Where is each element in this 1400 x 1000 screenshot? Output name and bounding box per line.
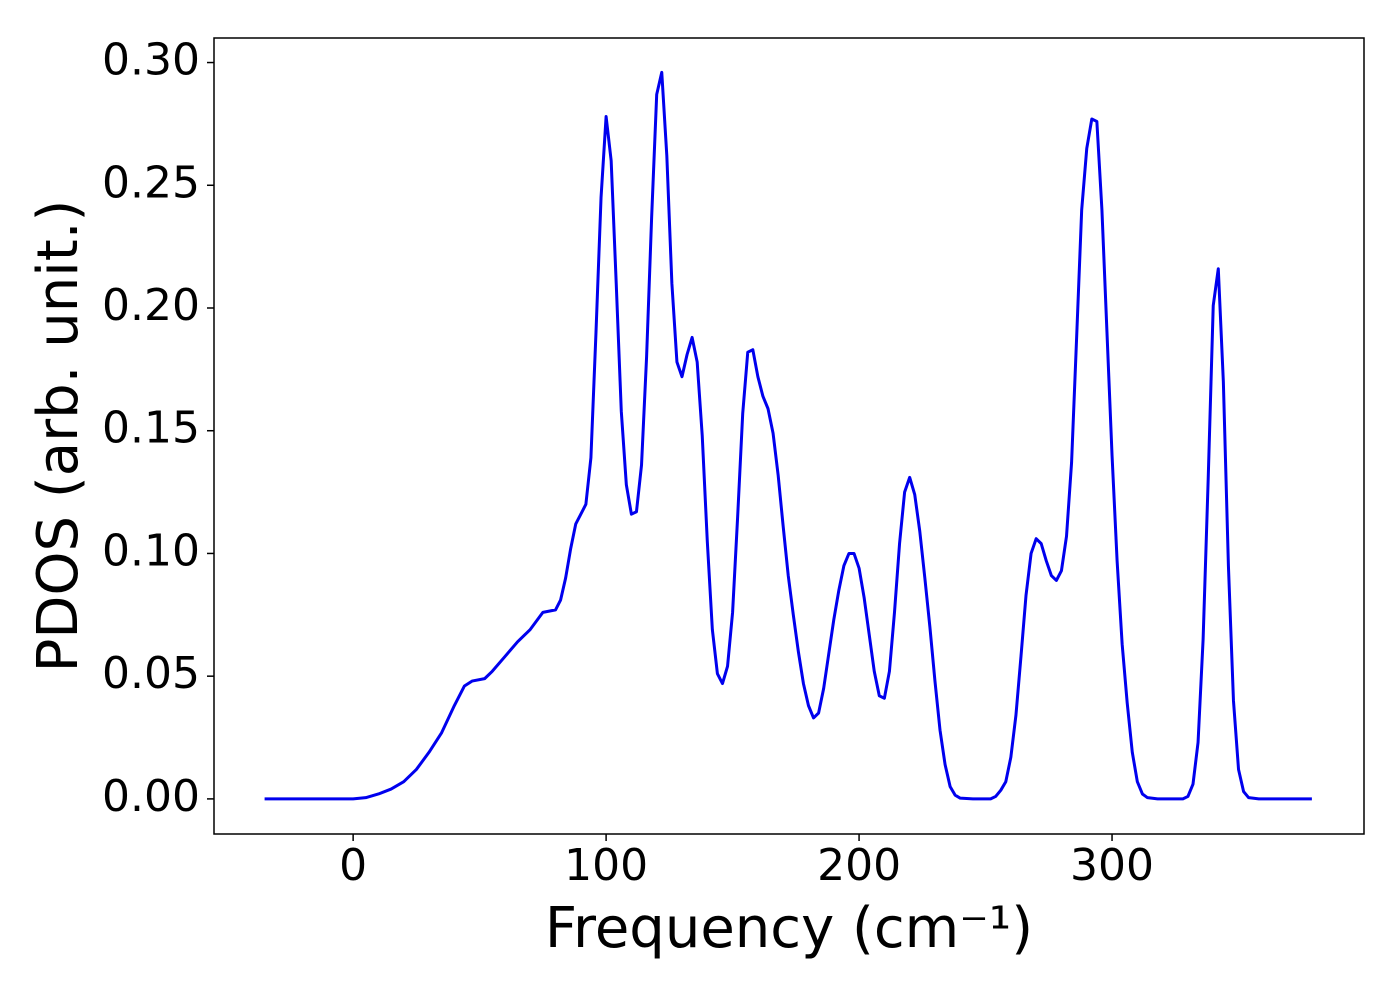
- x-tick-label: 100: [564, 840, 648, 891]
- y-tick-label: 0.10: [102, 525, 200, 576]
- x-tick-label: 300: [1070, 840, 1154, 891]
- y-axis-label: PDOS (arb. unit.): [26, 200, 91, 673]
- y-tick-label: 0.15: [102, 403, 200, 454]
- x-axis-label: Frequency (cm⁻¹): [545, 896, 1033, 961]
- y-tick-label: 0.25: [102, 157, 200, 208]
- plot-frame: [213, 37, 1365, 835]
- y-tick-label: 0.05: [102, 648, 200, 699]
- x-tick-label: 200: [817, 840, 901, 891]
- y-tick-label: 0.30: [102, 35, 200, 86]
- y-tick-label: 0.00: [102, 771, 200, 822]
- y-tick-label: 0.20: [102, 280, 200, 331]
- x-tick-label: 0: [339, 840, 367, 891]
- data-line: [264, 70, 1312, 801]
